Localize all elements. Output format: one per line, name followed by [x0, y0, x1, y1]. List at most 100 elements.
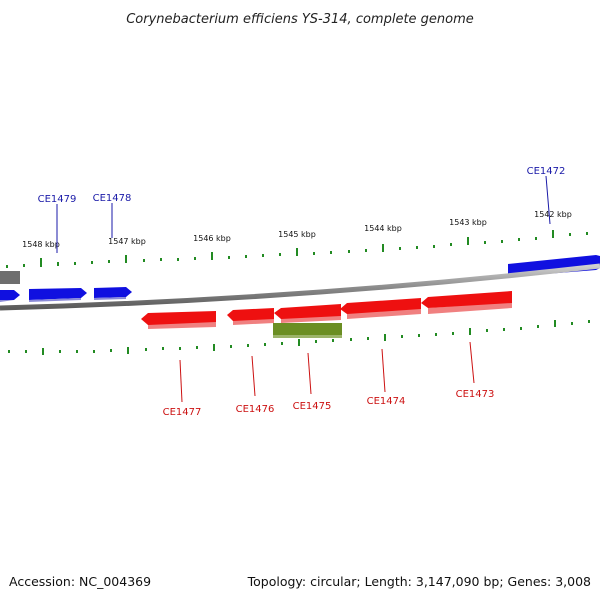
- reverse-gene-labels: CE1477 CE1476 CE1475 CE1474 CE1473: [163, 389, 495, 418]
- gene-label-CE1479[interactable]: CE1479: [38, 194, 77, 205]
- tick-mark: [125, 255, 127, 263]
- tick-mark: [452, 332, 454, 335]
- tick-mark: [279, 253, 281, 256]
- tick-mark: [418, 334, 420, 337]
- tick-mark: [348, 250, 350, 253]
- gene-arrow-CE1480[interactable]: [0, 290, 20, 300]
- grey-gene-fragment[interactable]: [0, 271, 20, 284]
- genome-backbone: [0, 263, 600, 311]
- inner-tick-row: [8, 320, 590, 355]
- tick-mark: [552, 230, 554, 238]
- tick-mark: [179, 347, 181, 350]
- genome-summary-text: Topology: circular; Length: 3,147,090 bp…: [247, 574, 591, 589]
- tick-mark: [247, 344, 249, 347]
- gene-label-CE1475[interactable]: CE1475: [293, 401, 332, 412]
- gene-arrow-CE1473[interactable]: [421, 291, 512, 308]
- tick-mark: [245, 255, 247, 258]
- tick-mark: [315, 340, 317, 343]
- accession-text: Accession: NC_004369: [9, 574, 151, 589]
- leader-line-CE1477: [179, 359, 183, 403]
- tick-mark: [330, 251, 332, 254]
- forward-gene-labels: CE1479 CE1478 CE1472: [38, 166, 566, 205]
- gene-label-CE1474[interactable]: CE1474: [367, 396, 406, 407]
- leader-line-CE1475: [307, 352, 312, 395]
- tick-mark: [503, 328, 505, 331]
- tick-mark: [469, 328, 471, 335]
- tick-mark: [76, 350, 78, 353]
- tick-mark: [108, 260, 110, 263]
- gene-arrow-CE1479[interactable]: [29, 288, 87, 300]
- reverse-strand-genes: [141, 291, 512, 329]
- tick-mark: [6, 265, 8, 268]
- gene-label-CE1473[interactable]: CE1473: [456, 389, 495, 400]
- leader-line-CE1473: [469, 341, 475, 384]
- tick-mark: [40, 258, 42, 267]
- gene-label-CE1476[interactable]: CE1476: [236, 404, 275, 415]
- leader-line-CE1476: [251, 355, 256, 397]
- leader-line-CE1474: [381, 348, 386, 393]
- leader-line-CE1472: [545, 175, 551, 225]
- tick-mark: [537, 325, 539, 328]
- tick-mark: [110, 349, 112, 352]
- tick-mark: [298, 339, 300, 346]
- gene-shadow: [94, 297, 126, 300]
- tick-mark: [416, 246, 418, 249]
- gene-arrow-CE1475[interactable]: [274, 304, 341, 319]
- tick-mark: [384, 334, 386, 341]
- gene-shadow: [347, 308, 421, 319]
- tick-mark: [93, 350, 95, 353]
- tick-mark: [145, 348, 147, 351]
- tick-mark: [433, 245, 435, 248]
- gene-shadow: [428, 302, 512, 314]
- tick-label-1547: 1547 kbp: [108, 237, 146, 246]
- tick-mark: [588, 320, 590, 323]
- scale-labels: 1548 kbp 1547 kbp 1546 kbp 1545 kbp 1544…: [22, 210, 572, 249]
- tick-label-1546: 1546 kbp: [193, 234, 231, 243]
- tick-mark: [196, 346, 198, 349]
- outer-tick-row: [6, 230, 588, 268]
- tick-label-1545: 1545 kbp: [278, 230, 316, 239]
- tick-mark: [520, 327, 522, 330]
- tick-mark: [486, 329, 488, 332]
- gene-label-CE1478[interactable]: CE1478: [93, 193, 132, 204]
- tick-mark: [177, 258, 179, 261]
- tick-mark: [365, 249, 367, 252]
- tick-mark: [332, 339, 334, 342]
- rna-gene-shadow: [273, 335, 342, 338]
- tick-label-1548: 1548 kbp: [22, 240, 60, 249]
- tick-mark: [554, 320, 556, 327]
- gene-arrow-CE1478[interactable]: [94, 287, 132, 298]
- gene-shadow: [0, 300, 14, 302]
- tick-label-1543: 1543 kbp: [449, 218, 487, 227]
- gene-arrow-CE1477[interactable]: [141, 311, 216, 325]
- label-leader-lines: [56, 175, 551, 403]
- tick-mark: [569, 233, 571, 236]
- tick-mark: [213, 344, 215, 351]
- tick-label-1542: 1542 kbp: [534, 210, 572, 219]
- tick-mark: [586, 232, 588, 235]
- tick-mark: [401, 335, 403, 338]
- rna-gene[interactable]: [273, 323, 342, 338]
- tick-mark: [74, 262, 76, 265]
- map-title: Corynebacterium efficiens YS-314, comple…: [126, 12, 474, 27]
- tick-mark: [143, 259, 145, 262]
- tick-mark: [435, 333, 437, 336]
- gene-label-CE1472[interactable]: CE1472: [527, 166, 566, 177]
- gene-shadow: [29, 298, 81, 302]
- tick-mark: [23, 264, 25, 267]
- tick-mark: [484, 241, 486, 244]
- tick-mark: [281, 342, 283, 345]
- tick-mark: [127, 347, 129, 354]
- gene-label-CE1477[interactable]: CE1477: [163, 407, 202, 418]
- gene-arrow-CE1476[interactable]: [227, 308, 274, 321]
- tick-mark: [296, 248, 298, 256]
- tick-mark: [57, 262, 59, 266]
- tick-mark: [313, 252, 315, 255]
- gene-arrow-CE1474[interactable]: [340, 298, 421, 314]
- tick-mark: [162, 347, 164, 350]
- tick-mark: [25, 350, 27, 353]
- tick-mark: [535, 237, 537, 240]
- tick-mark: [399, 247, 401, 250]
- rna-gene-bar[interactable]: [273, 323, 342, 335]
